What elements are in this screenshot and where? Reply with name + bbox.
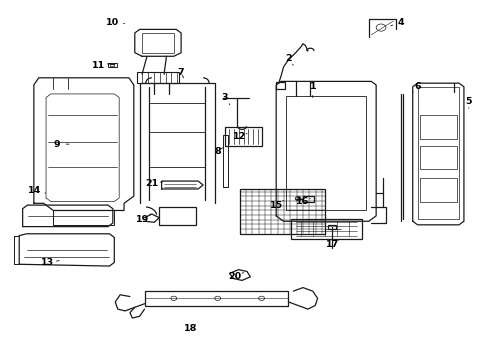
Bar bbox=[53, 211, 114, 225]
Bar bbox=[276, 82, 285, 89]
Bar bbox=[417, 87, 458, 220]
Text: 2: 2 bbox=[285, 54, 291, 63]
Bar bbox=[142, 33, 173, 53]
Text: 13: 13 bbox=[41, 258, 54, 267]
Text: 9: 9 bbox=[53, 140, 60, 149]
Bar bbox=[290, 220, 361, 239]
Text: 12: 12 bbox=[232, 132, 246, 141]
Text: 15: 15 bbox=[269, 201, 282, 210]
Bar bbox=[137, 72, 178, 83]
Bar bbox=[419, 116, 456, 139]
Text: 3: 3 bbox=[221, 93, 228, 102]
Text: 21: 21 bbox=[145, 179, 158, 188]
Bar bbox=[222, 135, 228, 187]
Bar bbox=[285, 96, 366, 211]
Text: 20: 20 bbox=[228, 272, 241, 281]
Bar bbox=[110, 64, 114, 66]
Bar bbox=[108, 63, 117, 67]
Text: 11: 11 bbox=[91, 61, 104, 70]
Text: 18: 18 bbox=[184, 324, 197, 333]
Bar bbox=[303, 196, 313, 202]
Text: 6: 6 bbox=[413, 82, 420, 91]
Text: 14: 14 bbox=[28, 186, 41, 195]
Bar bbox=[159, 207, 195, 225]
Bar bbox=[328, 225, 335, 229]
Text: 16: 16 bbox=[296, 197, 309, 206]
Text: 5: 5 bbox=[465, 96, 471, 105]
Text: 1: 1 bbox=[309, 82, 315, 91]
Text: 7: 7 bbox=[178, 68, 184, 77]
Text: 10: 10 bbox=[106, 18, 119, 27]
Text: 19: 19 bbox=[135, 215, 148, 224]
Text: 8: 8 bbox=[214, 147, 221, 156]
Bar bbox=[224, 127, 261, 146]
Bar bbox=[419, 146, 456, 169]
Text: 4: 4 bbox=[396, 18, 403, 27]
Bar bbox=[144, 291, 288, 306]
Text: 17: 17 bbox=[325, 240, 338, 249]
Bar bbox=[239, 189, 325, 234]
Bar bbox=[419, 178, 456, 202]
